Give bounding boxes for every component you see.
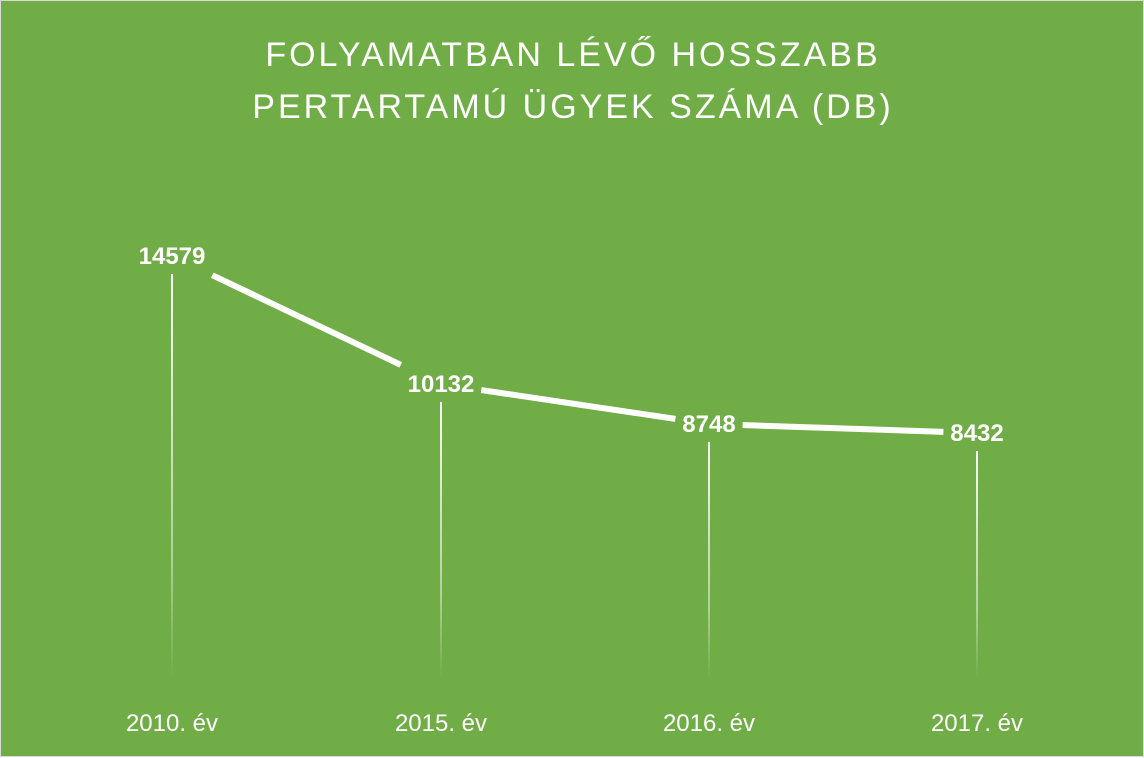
data-label-4: 8432 [950,420,1003,447]
x-tick-label-3: 2016. év [663,710,755,737]
x-tick-label-1: 2010. év [126,710,218,737]
x-axis-tick-labels: 2010. év 2015. év 2016. év 2017. év [126,710,1023,737]
chart-title-line-2: PERTARTAMÚ ÜGYEK SZÁMA (DB) [252,88,894,126]
series-line [210,272,944,435]
data-labels: 14579 10132 8748 8432 [139,243,1004,447]
drop-line-1 [171,274,173,679]
drop-line-2 [440,402,442,679]
chart-title-line-1: FOLYAMATBAN LÉVŐ HOSSZABB [265,36,881,74]
data-label-3: 8748 [682,411,735,438]
drop-line-3 [708,441,710,679]
series-segment-2 [480,387,676,422]
x-tick-label-2: 2015. év [395,710,487,737]
chart-title: FOLYAMATBAN LÉVŐ HOSSZABB PERTARTAMÚ ÜGY… [173,29,973,133]
data-label-1: 14579 [139,243,206,270]
series-segment-1 [210,272,403,368]
data-label-2: 10132 [408,371,475,398]
drop-lines [171,274,978,679]
drop-line-4 [976,451,978,679]
series-segment-3 [742,422,944,435]
x-tick-label-4: 2017. év [931,710,1023,737]
